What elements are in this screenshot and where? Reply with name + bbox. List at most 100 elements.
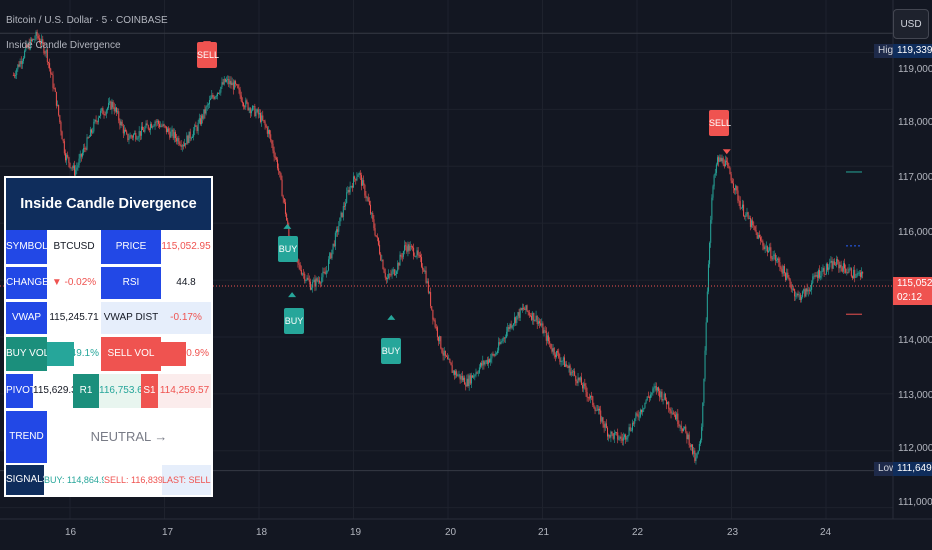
candle-body xyxy=(558,352,560,358)
candle-body xyxy=(442,352,444,356)
candle-body xyxy=(643,407,645,410)
candle-body xyxy=(405,245,407,247)
candle-body xyxy=(730,174,732,181)
candle-body xyxy=(770,247,772,259)
candle-body xyxy=(197,122,199,131)
price-tick: 118,000.00 xyxy=(898,117,932,128)
candle-body xyxy=(224,78,226,82)
buy-vol-label: BUY VOL xyxy=(6,337,47,371)
candle-body xyxy=(616,432,618,434)
candle-body xyxy=(762,241,764,246)
candle-body xyxy=(647,396,649,398)
price-tick: 112,000.00 xyxy=(898,443,932,454)
candle-body xyxy=(50,68,52,74)
candle-body xyxy=(796,293,798,296)
candle-body xyxy=(317,280,319,282)
candle-body xyxy=(267,130,269,134)
candle-body xyxy=(334,232,336,247)
candle-body xyxy=(397,262,399,272)
candle-body xyxy=(205,106,207,114)
candle-body xyxy=(261,115,263,122)
candle-body xyxy=(247,102,249,111)
candle-body xyxy=(611,431,613,434)
candle-body xyxy=(782,266,784,274)
candle-body xyxy=(775,259,777,261)
candle-body xyxy=(33,39,35,40)
candle-body xyxy=(670,410,672,414)
candle-body xyxy=(508,326,510,330)
candle-body xyxy=(328,259,330,271)
candle-body xyxy=(499,342,501,345)
candle-body xyxy=(678,424,680,427)
candle-body xyxy=(303,273,305,275)
candle-body xyxy=(38,38,40,43)
candle-body xyxy=(63,141,65,154)
candle-body xyxy=(769,247,771,251)
candle-body xyxy=(707,264,709,292)
candle-body xyxy=(262,115,264,121)
candle-body xyxy=(834,264,836,266)
candle-body xyxy=(16,69,18,76)
candle-body xyxy=(105,110,107,115)
candle-body xyxy=(402,251,404,257)
candle-body xyxy=(808,289,810,291)
candle-body xyxy=(495,353,497,354)
candle-body xyxy=(256,109,258,112)
candle-body xyxy=(202,115,204,119)
candle-body xyxy=(600,410,602,422)
currency-button[interactable]: USD xyxy=(893,9,929,39)
candle-body xyxy=(857,273,859,275)
candle-body xyxy=(700,440,702,444)
candle-body xyxy=(771,258,773,260)
candle-body xyxy=(26,45,28,48)
candle-body xyxy=(399,254,401,266)
candle-body xyxy=(365,195,367,198)
candle-body xyxy=(214,96,216,99)
candle-body xyxy=(613,432,615,439)
candle-body xyxy=(751,220,753,227)
candle-body xyxy=(121,121,123,126)
candle-body xyxy=(783,266,785,274)
candle-body xyxy=(228,79,230,85)
candle-body xyxy=(273,150,275,157)
buy-signal-label: BUY xyxy=(284,308,304,334)
candle-body xyxy=(364,184,366,196)
candle-body xyxy=(88,136,90,138)
rsi-value: 44.8 xyxy=(161,267,211,299)
candle-body xyxy=(661,391,663,401)
candle-body xyxy=(299,264,301,270)
candle-body xyxy=(222,82,224,85)
candle-body xyxy=(49,63,51,69)
candle-body xyxy=(455,371,457,375)
candle-body xyxy=(646,396,648,401)
candle-body xyxy=(603,424,605,428)
candle-body xyxy=(516,315,518,323)
price-label: PRICE xyxy=(101,230,161,264)
candle-body xyxy=(414,255,416,257)
candle-body xyxy=(265,125,267,128)
price-value: 115,052.95 xyxy=(161,230,211,264)
candle-body xyxy=(153,125,155,127)
candle-body xyxy=(102,108,104,115)
candle-body xyxy=(688,434,690,446)
candle-body xyxy=(473,375,475,378)
candle-body xyxy=(322,271,324,278)
candle-body xyxy=(779,262,781,268)
candle-body xyxy=(76,167,78,170)
candle-body xyxy=(151,124,153,128)
time-tick: 19 xyxy=(350,527,362,538)
candle-body xyxy=(517,312,519,316)
candle-body xyxy=(139,131,141,136)
candle-body xyxy=(817,270,819,278)
candle-body xyxy=(599,408,601,411)
candle-body xyxy=(802,291,804,297)
candle-body xyxy=(816,275,818,278)
candle-body xyxy=(85,148,87,150)
candle-body xyxy=(128,138,130,141)
candle-body xyxy=(255,111,257,117)
candle-body xyxy=(384,272,386,278)
candle-body xyxy=(554,354,556,358)
candle-body xyxy=(717,157,719,165)
buy-vol-bar xyxy=(47,342,74,366)
candle-body xyxy=(230,80,232,86)
